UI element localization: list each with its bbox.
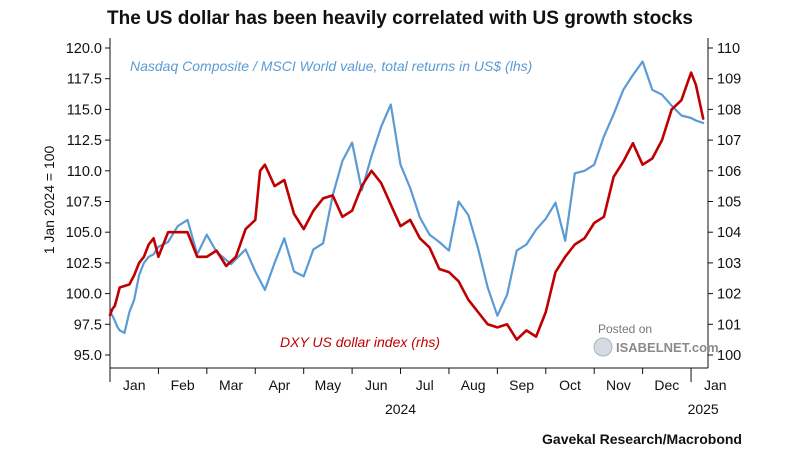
right-tick-label: 101 (717, 317, 741, 333)
right-axis-ticks: 100 101 102 103 104 105 106 107 108 109 110 (708, 41, 741, 364)
left-tick-label: 100.0 (66, 287, 102, 303)
x-month-label: Nov (606, 377, 631, 393)
left-tick-label: 97.5 (74, 317, 102, 333)
x-month-label: Jan (123, 377, 146, 393)
x-month-label: Aug (461, 377, 486, 393)
right-tick-label: 109 (717, 72, 741, 88)
right-tick-label: 108 (717, 102, 741, 118)
right-tick-label: 107 (717, 133, 741, 149)
x-month-label: Sep (509, 377, 534, 393)
left-tick-label: 102.5 (66, 256, 102, 272)
x-month-label: Feb (171, 377, 195, 393)
nasdaq-series-line (108, 60, 705, 334)
x-month-label: Mar (219, 377, 243, 393)
left-tick-label: 107.5 (66, 195, 102, 211)
left-tick-label: 117.5 (67, 72, 102, 88)
left-tick-label: 95.0 (74, 348, 102, 364)
series-layer (108, 60, 705, 341)
left-tick-label: 105.0 (66, 225, 102, 241)
dxy-series-line (108, 71, 705, 341)
left-tick-label: 115.0 (67, 102, 102, 118)
x-month-label: May (315, 377, 341, 393)
right-tick-label: 110 (717, 41, 740, 57)
x-month-label: Jul (416, 377, 434, 393)
left-axis-ticks: 95.0 97.5 100.0 102.5 105.0 107.5 110.0 112.5 11… (66, 41, 110, 364)
x-axis-ticks: Jan Feb Mar Apr May Jun Jul Aug Sep Oct Nov Dec Jan 2… (109, 368, 727, 417)
dxy-annotation: DXY US dollar index (rhs) (280, 334, 440, 350)
right-tick-label: 104 (717, 225, 741, 241)
x-month-label: Jan (704, 377, 727, 393)
right-tick-label: 102 (717, 287, 741, 303)
left-tick-label: 120.0 (66, 41, 102, 57)
watermark: Posted on ISABELNET.com (593, 322, 719, 357)
watermark-globe-icon (593, 337, 613, 357)
chart-title: The US dollar has been heavily correlate… (107, 8, 693, 29)
x-year-label: 2024 (385, 401, 416, 417)
right-tick-label: 100 (717, 348, 741, 364)
x-year-label: 2025 (688, 401, 719, 417)
right-tick-label: 106 (717, 164, 741, 180)
source-credit: Gavekal Research/Macrobond (542, 431, 742, 447)
left-tick-label: 110.0 (67, 164, 102, 180)
left-tick-label: 112.5 (67, 133, 102, 149)
left-axis-label: 1 Jan 2024 = 100 (41, 145, 57, 254)
x-month-label: Dec (654, 377, 679, 393)
x-month-label: Apr (269, 377, 291, 393)
x-month-label: Oct (559, 377, 581, 393)
x-month-label: Jun (365, 377, 388, 393)
plot-area (109, 38, 709, 369)
watermark-line2: ISABELNET.com (616, 340, 719, 355)
nasdaq-annotation: Nasdaq Composite / MSCI World value, tot… (130, 58, 532, 74)
watermark-line1: Posted on (598, 322, 652, 336)
right-tick-label: 103 (717, 256, 741, 272)
right-tick-label: 105 (717, 195, 741, 211)
